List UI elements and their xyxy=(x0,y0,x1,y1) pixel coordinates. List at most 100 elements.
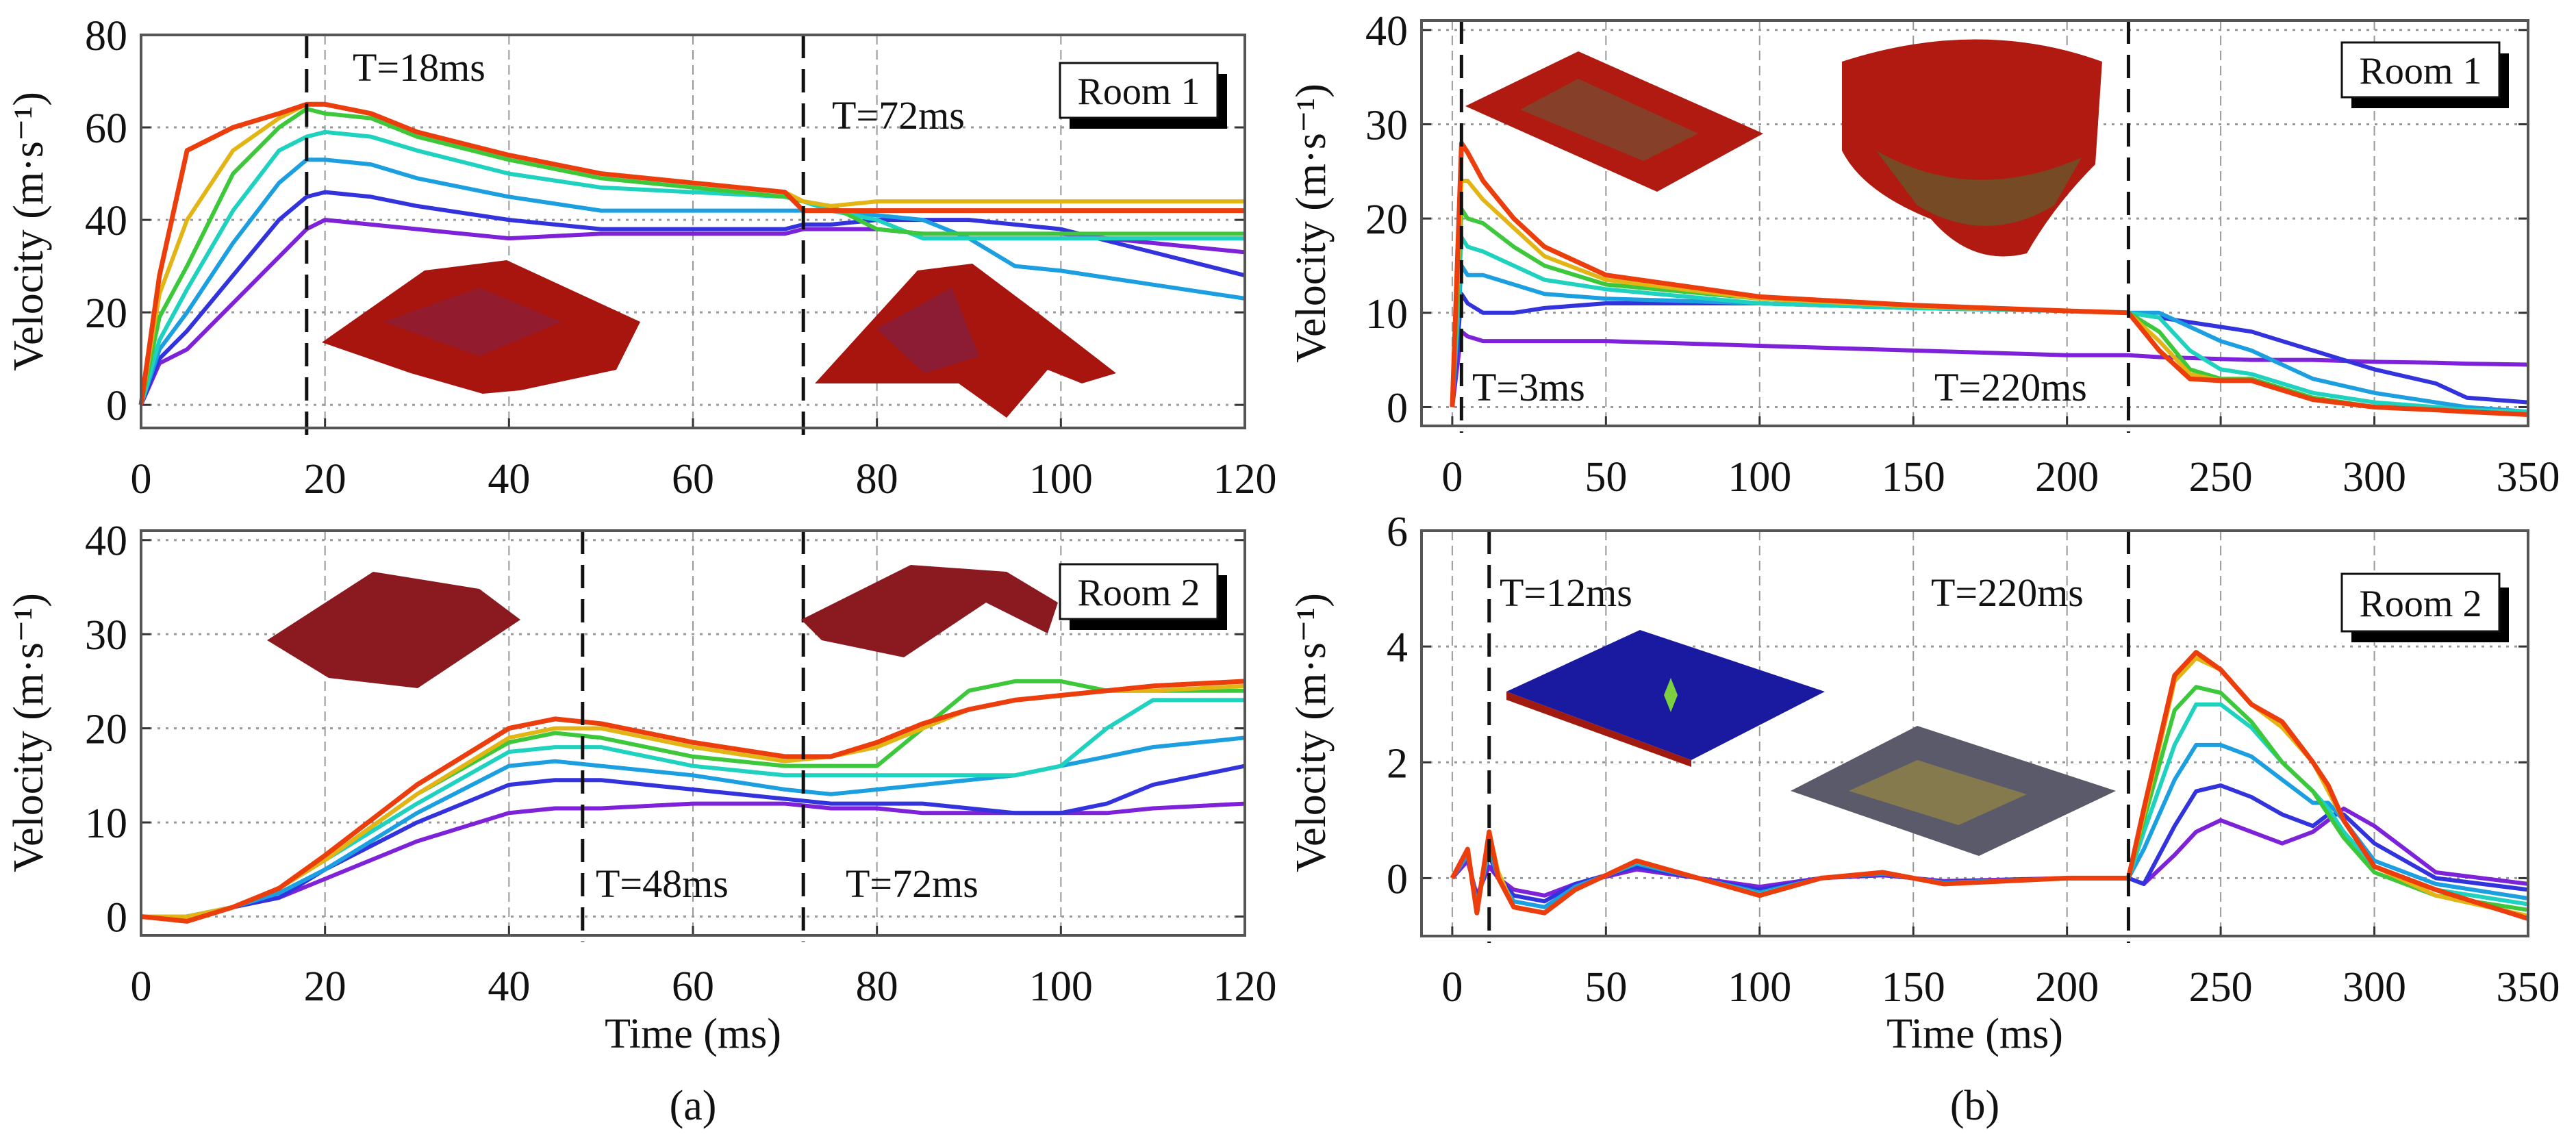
room-label-text: Room 2 xyxy=(2360,583,2482,625)
x-tick-label: 0 xyxy=(1441,964,1463,1011)
y-tick-label: 80 xyxy=(85,13,127,60)
annotation-a-bottom-2: T=72ms xyxy=(846,861,978,906)
x-tick-label: 350 xyxy=(2497,964,2560,1011)
plot-frame xyxy=(1420,19,2529,427)
y-tick-label: 20 xyxy=(85,707,127,753)
y-tick-label: 10 xyxy=(1365,291,1408,338)
y-tick-label: 2 xyxy=(1387,740,1408,787)
series-line-s5 xyxy=(139,107,1245,405)
x-axis-label-b: Time (ms) xyxy=(1886,1011,2063,1057)
annotation-a-bottom-1: T=48ms xyxy=(596,861,729,906)
y-tick-label: 30 xyxy=(85,612,127,659)
x-tick-label: 0 xyxy=(131,963,152,1010)
plot-frame xyxy=(140,34,1246,429)
y-tick-label: 4 xyxy=(1387,624,1408,671)
inset-a-top-1 xyxy=(322,260,640,394)
x-tick-label: 40 xyxy=(488,456,530,503)
series-line-s3 xyxy=(139,157,1246,406)
inset-a-bottom-2 xyxy=(801,565,1058,657)
x-tick-label: 200 xyxy=(2035,964,2099,1011)
y-tick-label: 40 xyxy=(85,198,127,244)
inset-b-bottom-1 xyxy=(1506,630,1825,767)
y-tick-label: 60 xyxy=(85,105,127,152)
y-axis-label-a-top: Velocity (m·s⁻¹) xyxy=(5,92,52,371)
plot-frame xyxy=(140,529,1246,937)
y-tick-label: 30 xyxy=(1365,102,1408,149)
x-axis-label-a: Time (ms) xyxy=(605,1011,781,1057)
y-tick-label: 10 xyxy=(85,800,127,847)
x-tick-label: 100 xyxy=(1029,456,1093,503)
y-tick-label: 0 xyxy=(1387,385,1408,431)
x-tick-label: 120 xyxy=(1213,456,1277,503)
room-label-a-bottom: Room 2 xyxy=(1059,563,1227,630)
panel-a_top: 0 20 40 60 80 100 120 0 20 40 60 80 xyxy=(85,13,1277,503)
room-label-text: Room 1 xyxy=(1078,71,1200,113)
y-axis-label-a-bottom: Velocity (m·s⁻¹) xyxy=(5,593,52,872)
y-tick-label: 0 xyxy=(106,383,127,429)
x-tick-label: 0 xyxy=(1441,454,1463,501)
annotation-b-top-2: T=220ms xyxy=(1934,365,2087,409)
inset-b-top-1 xyxy=(1465,51,1763,192)
x-tick-label: 300 xyxy=(2343,454,2406,501)
annotation-a-top-2: T=72ms xyxy=(832,93,965,138)
series-line-s7 xyxy=(140,679,1246,924)
series-line-s2 xyxy=(141,763,1246,919)
x-tick-label: 20 xyxy=(304,456,346,503)
x-tick-label: 250 xyxy=(2189,454,2253,501)
panel-b_bottom: 0 50 100 150 200 250 300 350 0 2 4 6 xyxy=(1387,509,2560,1011)
series-line-s4 xyxy=(139,129,1245,406)
room-label-text: Room 1 xyxy=(2360,50,2482,92)
y-tick-label: 40 xyxy=(85,518,127,565)
y-tick-label: 40 xyxy=(1365,8,1408,55)
annotation-b-top-1: T=3ms xyxy=(1472,365,1585,409)
series-line-s7 xyxy=(1450,140,2529,417)
x-tick-label: 100 xyxy=(1728,454,1791,501)
y-axis-label-b-top: Velocity (m·s⁻¹) xyxy=(1288,84,1335,363)
x-tick-label: 60 xyxy=(672,456,714,503)
y-tick-label: 20 xyxy=(85,290,127,337)
x-tick-label: 40 xyxy=(488,963,530,1010)
x-tick-label: 50 xyxy=(1584,964,1627,1011)
x-tick-label: 80 xyxy=(856,456,898,503)
x-tick-label: 150 xyxy=(1882,964,1945,1011)
x-tick-label: 120 xyxy=(1213,963,1277,1010)
x-tick-label: 60 xyxy=(672,963,714,1010)
y-tick-label: 0 xyxy=(106,895,127,942)
plot-frame xyxy=(1420,529,2529,937)
y-axis-label-b-bottom: Velocity (m·s⁻¹) xyxy=(1288,593,1335,872)
room-label-b-bottom: Room 2 xyxy=(2340,572,2509,642)
x-tick-label: 350 xyxy=(2497,454,2560,501)
inset-a-top-2 xyxy=(815,264,1116,418)
x-tick-label: 20 xyxy=(304,963,346,1010)
annotation-b-bottom-1: T=12ms xyxy=(1500,570,1632,615)
y-tick-label: 20 xyxy=(1365,197,1408,243)
y-tick-label: 0 xyxy=(1387,856,1408,903)
x-tick-label: 100 xyxy=(1029,963,1093,1010)
y-tick-label: 6 xyxy=(1387,509,1408,555)
panel-b_top: 0 50 100 150 200 250 300 350 0 10 20 30 40 xyxy=(1365,8,2560,501)
x-tick-label: 300 xyxy=(2343,964,2406,1011)
subfigure-label-a: (a) xyxy=(670,1083,717,1129)
annotation-b-bottom-2: T=220ms xyxy=(1931,570,2084,615)
series-line-s7 xyxy=(138,101,1245,405)
x-tick-label: 0 xyxy=(131,456,152,503)
series-line-s1 xyxy=(1450,329,2529,407)
room-label-b-top: Room 1 xyxy=(2340,41,2509,108)
panel-a_bottom: 0 20 40 60 80 100 120 0 10 20 30 40 xyxy=(85,518,1277,1010)
x-tick-label: 100 xyxy=(1728,964,1791,1011)
subfigure-label-b: (b) xyxy=(1950,1083,1999,1129)
x-tick-label: 80 xyxy=(856,963,898,1010)
inset-b-top-2 xyxy=(1842,39,2102,257)
inset-a-bottom-1 xyxy=(267,572,520,688)
room-label-text: Room 2 xyxy=(1078,572,1200,614)
inset-b-bottom-2 xyxy=(1791,726,2116,856)
x-tick-label: 250 xyxy=(2189,964,2253,1011)
series-line-s2 xyxy=(139,190,1246,406)
x-tick-label: 150 xyxy=(1882,454,1945,501)
room-label-a-top: Room 1 xyxy=(1059,62,1227,129)
x-tick-label: 200 xyxy=(2035,454,2099,501)
x-tick-label: 50 xyxy=(1584,454,1627,501)
series-line-s7 xyxy=(1450,650,2529,921)
annotation-a-top-1: T=18ms xyxy=(353,45,485,90)
